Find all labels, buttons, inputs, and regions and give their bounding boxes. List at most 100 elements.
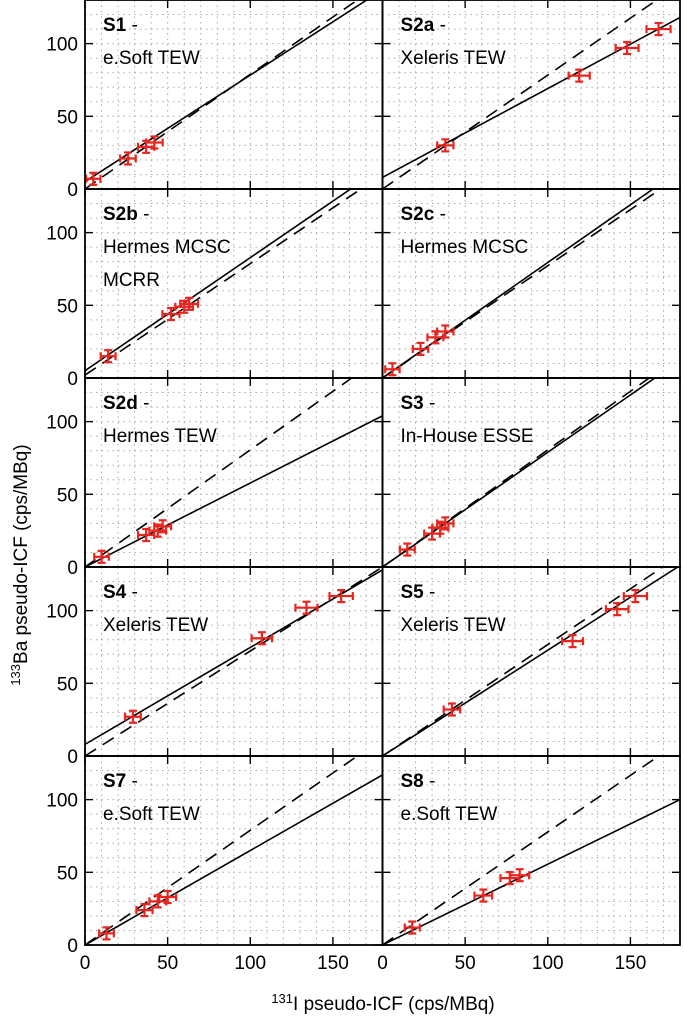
panel-id: S2b (103, 204, 138, 225)
y-tick-label: 100 (46, 602, 78, 623)
panel-description: e.Soft TEW (103, 804, 200, 825)
data-point (436, 516, 455, 531)
panel-s5: S5 - Xeleris TEW (381, 566, 681, 757)
panel-label-s7: S7 - (103, 771, 138, 792)
y-tick-label: 0 (67, 747, 78, 768)
panel-plot-area (85, 189, 383, 378)
fit-line (382, 567, 680, 756)
data-point (294, 600, 319, 615)
data-point (174, 299, 195, 314)
data-point (136, 527, 156, 543)
panel-description: Hermes MCSC (401, 237, 529, 258)
data-point (384, 362, 401, 377)
reference-line (85, 756, 359, 945)
panel-label-s2c: S2c - (401, 204, 446, 225)
panel-plot-area (85, 378, 383, 567)
data-point (250, 631, 274, 646)
panel-s2c: S2c - Hermes MCSC (381, 188, 681, 379)
panel-description: Hermes TEW (103, 426, 217, 447)
panel-description: Xeleris TEW (401, 615, 506, 636)
x-tick-label: 150 (317, 953, 349, 974)
panel-description: Xeleris TEW (103, 615, 208, 636)
x-axis-title: 131I pseudo-ICF (cps/MBq) (271, 991, 494, 1015)
y-tick-label: 0 (67, 558, 78, 579)
data-point (561, 634, 585, 649)
panel-id: S5 (401, 582, 425, 603)
panel-label-s1: S1 - (103, 15, 138, 36)
data-point (436, 138, 455, 153)
reference-line (382, 378, 651, 567)
fit-line (382, 798, 680, 945)
panel-s7: S7 - e.Soft TEW (84, 755, 384, 946)
reference-line (85, 567, 383, 756)
panel-plot-area (85, 756, 383, 945)
panel-s2a: S2a - Xeleris TEW (381, 0, 681, 190)
y-tick-label: 100 (46, 791, 78, 812)
panel-id: S4 (103, 582, 127, 603)
y-tick-label: 50 (57, 296, 78, 317)
x-axis-title-superscript: 131 (271, 991, 293, 1006)
data-point (153, 519, 173, 534)
x-tick-label: 50 (157, 953, 178, 974)
y-axis-title-superscript: 133 (8, 664, 23, 686)
grid (85, 756, 383, 945)
panel-description: Xeleris TEW (401, 48, 506, 69)
reference-line (382, 189, 663, 378)
fit-line (382, 378, 657, 567)
grid (85, 567, 383, 756)
data-point (645, 21, 672, 37)
fit-line (85, 189, 353, 372)
x-tick-label: 100 (532, 953, 564, 974)
panel-s2b: S2b - Hermes MCSC MCRR (84, 188, 384, 379)
data-point (135, 903, 154, 918)
data-point (509, 868, 531, 883)
data-point (85, 171, 102, 186)
y-tick-label: 0 (67, 936, 78, 957)
panel-description: In-House ESSE (401, 426, 534, 447)
panel-id: S2d (103, 393, 138, 414)
panel-plot-area (85, 0, 383, 189)
panel-plot-area (382, 189, 680, 378)
data-point (161, 306, 181, 322)
panel-id: S3 (401, 393, 424, 414)
data-point (179, 296, 200, 311)
x-tick-label: 100 (234, 953, 266, 974)
fit-line (85, 569, 383, 746)
y-tick-label: 100 (46, 413, 78, 434)
data-point (99, 349, 117, 364)
panel-label-s2d: S2d - (103, 393, 149, 414)
y-tick-label: 0 (67, 180, 78, 201)
panel-plot-area (85, 567, 383, 756)
x-tick-label: 0 (80, 953, 91, 974)
panel-description: e.Soft TEW (401, 804, 498, 825)
data-point (158, 889, 178, 905)
grid (85, 189, 383, 378)
panel-s2d: S2d - Hermes TEW (84, 377, 384, 568)
reference-line (382, 756, 661, 945)
data-point (473, 888, 494, 903)
data-point (567, 68, 591, 83)
data-point (145, 135, 164, 150)
panel-label-s4: S4 - (103, 582, 138, 603)
y-axis-title: 133Ba pseudo-ICF (cps/MBq) (8, 444, 32, 685)
data-point (97, 926, 115, 941)
panel-label-s8: S8 - (401, 771, 436, 792)
panel-description: MCRR (103, 270, 160, 291)
data-point (119, 151, 137, 166)
grid (382, 378, 680, 567)
panel-plot-area (382, 0, 680, 189)
reference-line (382, 0, 659, 189)
tick-labels: 0 50 100 0 50 100 0 50 100 0 50 100 0 50 100 0 50 100 150 0… (46, 35, 646, 974)
panel-description: Hermes MCSC (103, 237, 231, 258)
y-tick-label: 0 (67, 369, 78, 390)
grid (382, 189, 680, 378)
data-point (426, 330, 445, 345)
x-axis-title-text: I pseudo-ICF (cps/MBq) (293, 994, 495, 1015)
data-point (614, 40, 640, 56)
panel-id: S2c (401, 204, 435, 225)
fit-line (85, 0, 369, 183)
panel-label-s3: S3 - (401, 393, 436, 414)
fit-line (382, 16, 680, 179)
panel-label-s2a: S2a - (401, 15, 446, 36)
